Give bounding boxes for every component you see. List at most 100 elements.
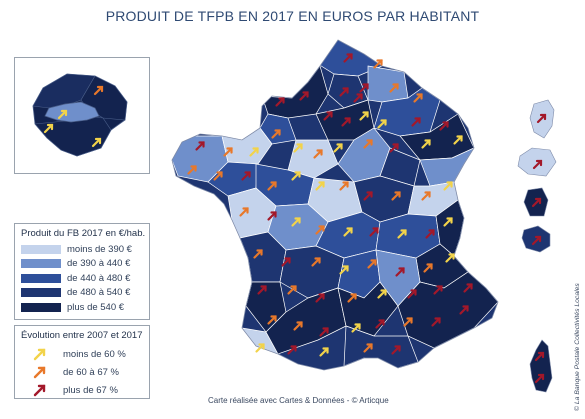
evolution-arrow-head (426, 263, 433, 270)
evolution-arrow-head (216, 171, 223, 178)
evolution-arrow (315, 293, 325, 303)
evolution-arrow-head (258, 343, 265, 350)
evolution-arrow-head (428, 229, 435, 236)
evolution-arrow (319, 327, 329, 337)
evolution-arrow-head (294, 171, 301, 178)
evolution-arrow (291, 217, 301, 227)
arrow-up-right-icon (33, 366, 46, 379)
legend-fb-label: de 440 à 480 € (67, 272, 131, 284)
evolution-arrow (195, 141, 205, 151)
evolution-arrow (423, 263, 433, 273)
evolution-arrow (239, 207, 249, 217)
evolution-arrow (459, 305, 469, 315)
evolution-arrow (187, 165, 197, 175)
evolution-arrow-head (394, 191, 401, 198)
evolution-arrow (353, 93, 363, 103)
evolution-arrow-head (376, 59, 383, 66)
evolution-arrow (293, 143, 303, 153)
evolution-arrow (421, 139, 431, 149)
legend-evolution-title: Évolution entre 2007 et 2017 (21, 330, 143, 341)
evolution-arrow-head (380, 289, 387, 296)
legend-fb-row: moins de 390 € (15, 242, 149, 257)
evolution-arrow (463, 283, 473, 293)
evolution-arrow-head (362, 111, 369, 118)
evolution-arrow (445, 253, 455, 263)
evolution-arrow-head (378, 319, 385, 326)
evolution-arrow-head (424, 191, 431, 198)
legend-fb-row: de 440 à 480 € (15, 271, 149, 286)
evolution-arrow-head (462, 305, 469, 312)
evolution-arrow-head (270, 181, 277, 188)
evolution-arrow (257, 285, 267, 295)
evolution-arrow-head (410, 289, 417, 296)
evolution-arrow-head (252, 147, 259, 154)
evolution-arrow (367, 259, 377, 269)
evolution-arrow-head (322, 347, 329, 354)
evolution-arrow (255, 343, 265, 353)
legend-evolution-label: plus de 67 % (63, 384, 118, 396)
evolution-arrow-head (366, 343, 373, 350)
legend-evolution-row: plus de 67 % (15, 381, 149, 399)
evolution-arrow (287, 285, 297, 295)
evolution-arrow-head (416, 93, 423, 100)
evolution-arrow (343, 227, 353, 237)
evolution-arrow (377, 289, 387, 299)
guyane-map (523, 187, 549, 217)
legend-swatch (21, 244, 61, 254)
evolution-arrow (453, 135, 463, 145)
evolution-arrow (377, 119, 387, 129)
evolution-arrow (213, 171, 223, 181)
evolution-arrow-head (366, 191, 373, 198)
evolution-arrow-head (242, 207, 249, 214)
evolution-arrow (443, 181, 453, 191)
evolution-arrow-head (290, 285, 297, 292)
evolution-arrow (267, 181, 277, 191)
evolution-arrow-head (456, 135, 463, 142)
evolution-arrow (421, 191, 431, 201)
evolution-arrow-head (446, 181, 453, 188)
evolution-arrow-head (270, 315, 277, 322)
legend-fb-label: plus de 540 € (67, 301, 125, 313)
evolution-arrow-head (322, 327, 329, 334)
evolution-arrow-head (466, 283, 473, 290)
evolution-arrow (253, 249, 263, 259)
evolution-arrow-head (290, 345, 297, 352)
evolution-arrow-head (366, 139, 373, 146)
evolution-arrow-head (436, 285, 443, 292)
evolution-arrow-head (318, 181, 325, 188)
legend-swatch (21, 302, 61, 312)
map-credit: Carte réalisée avec Cartes & Données - ©… (208, 396, 389, 405)
evolution-arrow-head (354, 323, 361, 330)
evolution-arrow-head (318, 293, 325, 300)
evolution-arrow (339, 181, 349, 191)
reunion-map (521, 225, 551, 253)
evolution-arrow-head (346, 53, 353, 60)
evolution-arrow-head (342, 87, 349, 94)
evolution-arrow (443, 217, 453, 227)
evolution-arrow (391, 345, 401, 355)
evolution-arrow (267, 211, 277, 221)
evolution-arrow (411, 117, 421, 127)
evolution-arrow (363, 139, 373, 149)
evolution-arrow (249, 147, 259, 157)
evolution-arrow (375, 319, 385, 329)
evolution-arrow (431, 317, 441, 327)
evolution-arrow-head (350, 293, 357, 300)
copyright-note: © La Banque Postale Collectivités Locale… (574, 283, 581, 411)
legend-fb-row: de 390 à 440 € (15, 257, 149, 272)
corse-map (529, 339, 553, 393)
evolution-arrow (439, 121, 449, 131)
evolution-arrow (299, 91, 309, 101)
evolution-arrow-head (342, 181, 349, 188)
evolution-arrow-head (244, 171, 251, 178)
evolution-arrow (311, 257, 321, 267)
evolution-arrow (389, 83, 399, 93)
legend-evolution-label: de 60 à 67 % (63, 366, 119, 378)
legend-fb-title: Produit du FB 2017 en €/hab. (21, 228, 146, 239)
evolution-arrow-head (370, 259, 377, 266)
evolution-arrow (343, 53, 353, 63)
evolution-arrow-head (226, 147, 233, 154)
evolution-arrow-head (314, 257, 321, 264)
legend-evolution-row: moins de 60 % (15, 345, 149, 363)
evolution-arrow-head (380, 119, 387, 126)
